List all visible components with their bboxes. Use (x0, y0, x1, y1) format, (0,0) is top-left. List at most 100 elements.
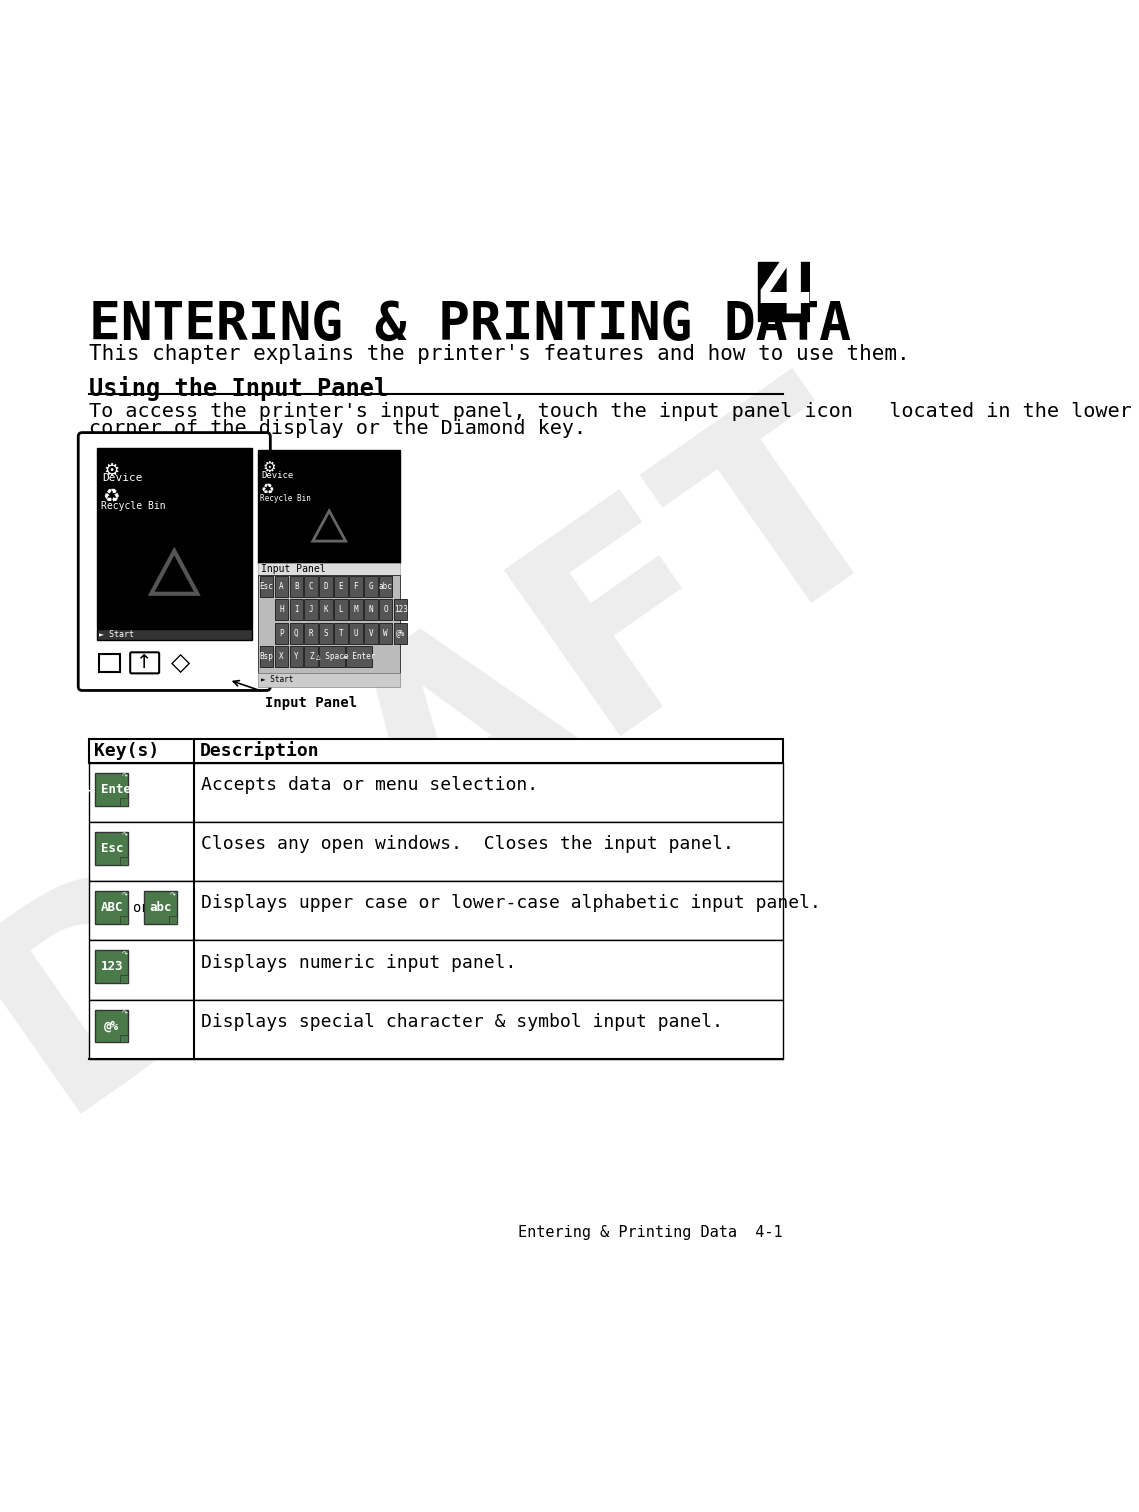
Text: ↷: ↷ (170, 892, 175, 898)
Bar (89, 739, 782, 764)
Text: U: U (353, 629, 359, 638)
Bar (97, 629, 252, 640)
Bar (97, 449, 252, 627)
Bar (350, 599, 362, 620)
Text: Displays numeric input panel.: Displays numeric input panel. (200, 954, 516, 972)
Bar (274, 599, 288, 620)
Text: Recycle Bin: Recycle Bin (261, 494, 311, 503)
Text: Using the Input Panel: Using the Input Panel (89, 376, 388, 401)
Bar (89, 764, 782, 823)
Bar (96, 1010, 129, 1042)
Bar (379, 576, 393, 597)
Text: ► Start: ► Start (261, 676, 294, 685)
Text: ↷: ↷ (122, 892, 128, 898)
Bar (169, 916, 177, 924)
Text: ► Start: ► Start (99, 631, 134, 640)
Bar (319, 599, 333, 620)
Text: Esc: Esc (260, 582, 273, 591)
Text: ↷: ↷ (122, 951, 128, 957)
Bar (319, 647, 345, 667)
Bar (259, 575, 400, 673)
Text: J: J (309, 605, 313, 614)
Bar (274, 647, 288, 667)
Text: Key(s): Key(s) (95, 742, 159, 761)
Bar (304, 599, 318, 620)
Bar (289, 576, 303, 597)
Text: ↵ Enter: ↵ Enter (343, 652, 375, 661)
Bar (89, 999, 782, 1058)
FancyBboxPatch shape (130, 652, 159, 673)
Text: Device: Device (101, 473, 142, 484)
Text: Esc: Esc (100, 842, 123, 854)
Bar (96, 773, 129, 806)
Bar (260, 647, 273, 667)
Text: O: O (384, 605, 388, 614)
Text: @%: @% (105, 1019, 120, 1033)
Text: W: W (384, 629, 388, 638)
Text: B: B (294, 582, 298, 591)
Bar (121, 1034, 129, 1042)
Text: corner of the display or the Diamond key.: corner of the display or the Diamond key… (89, 419, 585, 438)
Text: I: I (294, 605, 298, 614)
Bar (89, 881, 782, 940)
Bar (259, 562, 400, 575)
Bar (304, 647, 318, 667)
Text: This chapter explains the printer's features and how to use them.: This chapter explains the printer's feat… (89, 345, 909, 364)
Bar (144, 891, 177, 924)
Text: A: A (279, 582, 284, 591)
Text: Input Panel: Input Panel (261, 564, 326, 573)
Bar (121, 857, 129, 865)
Text: Entering & Printing Data  4-1: Entering & Printing Data 4-1 (518, 1225, 782, 1240)
Text: ↷: ↷ (122, 833, 128, 839)
Text: ↑: ↑ (137, 653, 153, 673)
Bar (394, 623, 408, 644)
Text: Recycle Bin: Recycle Bin (100, 500, 165, 511)
Bar (121, 916, 129, 924)
Text: E: E (338, 582, 343, 591)
Text: or: or (132, 901, 149, 915)
Bar (259, 449, 400, 562)
Text: abc: abc (379, 582, 393, 591)
Text: X: X (279, 652, 284, 661)
Text: K: K (323, 605, 328, 614)
Text: ♻: ♻ (101, 487, 120, 505)
Text: N: N (369, 605, 374, 614)
Bar (121, 975, 129, 983)
Text: D: D (323, 582, 328, 591)
Text: ↷: ↷ (122, 1010, 128, 1016)
Text: V: V (369, 629, 374, 638)
Bar (274, 623, 288, 644)
Text: R: R (309, 629, 313, 638)
Text: Bsp: Bsp (260, 652, 273, 661)
Text: Description: Description (199, 741, 319, 761)
Bar (89, 940, 782, 999)
Bar (379, 623, 393, 644)
Text: ENTERING & PRINTING DATA: ENTERING & PRINTING DATA (89, 298, 851, 351)
Bar (350, 576, 362, 597)
FancyBboxPatch shape (79, 432, 270, 691)
Bar (364, 623, 378, 644)
Bar (259, 673, 400, 686)
Text: F: F (353, 582, 359, 591)
Text: Closes any open windows.  Closes the input panel.: Closes any open windows. Closes the inpu… (200, 835, 734, 853)
Text: Device: Device (261, 470, 294, 479)
Bar (319, 623, 333, 644)
Text: ↵ Enter: ↵ Enter (85, 783, 138, 795)
Text: Accepts data or menu selection.: Accepts data or menu selection. (200, 776, 538, 794)
Bar (319, 576, 333, 597)
Bar (96, 951, 129, 983)
Text: ⚙: ⚙ (262, 460, 276, 475)
Text: 123: 123 (394, 605, 408, 614)
Text: 4: 4 (756, 253, 812, 331)
Text: DRAFT: DRAFT (0, 343, 939, 1161)
Text: M: M (353, 605, 359, 614)
Text: Displays special character & symbol input panel.: Displays special character & symbol inpu… (200, 1013, 722, 1031)
Bar (394, 599, 408, 620)
Text: ◇: ◇ (171, 650, 190, 674)
Text: Z: Z (309, 652, 313, 661)
Text: Displays upper case or lower-case alphabetic input panel.: Displays upper case or lower-case alphab… (200, 895, 820, 912)
Text: Input Panel: Input Panel (265, 697, 358, 711)
Bar (379, 599, 393, 620)
Bar (89, 823, 782, 881)
Text: ABC: ABC (100, 901, 123, 915)
